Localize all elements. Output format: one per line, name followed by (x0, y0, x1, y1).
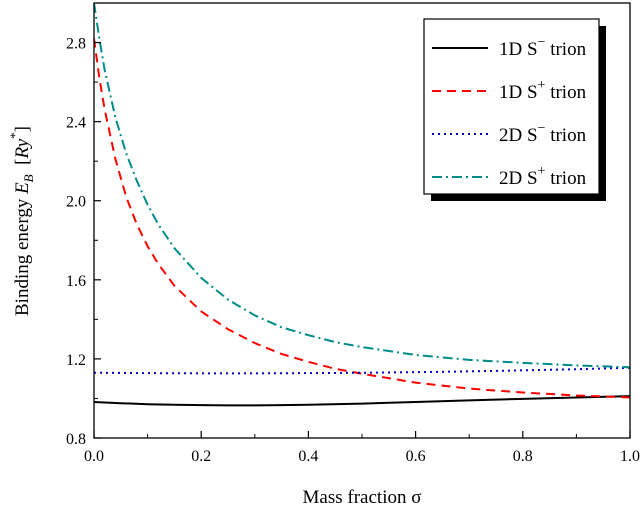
y-tick-label: 2.8 (66, 36, 86, 53)
series-layer (94, 3, 630, 407)
y-tick-label: 2.4 (66, 115, 86, 132)
series-line-4 (94, 3, 630, 369)
x-axis-label: Mass fraction σ (303, 487, 422, 508)
y-axis-label-unit-close: ] (12, 126, 33, 132)
y-tick-label: 1.2 (66, 352, 86, 369)
y-tick-label: 1.6 (66, 273, 86, 290)
x-tick-label: 0.8 (513, 448, 533, 465)
y-axis-label-symbol: E (12, 182, 33, 195)
legend-label-2: 1D S+ trion (499, 78, 587, 103)
y-axis-label-unit: Ry (12, 138, 33, 159)
y-axis-label: Binding energy EB [Ry*] (7, 126, 36, 316)
x-tick-label: 0.0 (84, 448, 104, 465)
y-axis-label-unit-sup: * (7, 132, 22, 139)
legend-label-3: 2D S− trion (499, 121, 587, 146)
y-tick-label: 0.8 (66, 431, 86, 448)
legend-label-4: 2D S+ trion (499, 164, 587, 189)
y-axis-label-unit-open: [ (12, 159, 33, 175)
legend-entries: 1D S− trion 1D S+ trion 2D S− trion 2D S+ t… (432, 35, 587, 189)
y-tick-label: 2.0 (66, 194, 86, 211)
legend: 1D S− trion 1D S+ trion 2D S− trion 2D S+ t… (423, 18, 606, 201)
series-line-2 (94, 38, 630, 399)
y-axis-label-prefix: Binding energy (12, 194, 33, 316)
y-axis-label-subscript: B (21, 174, 36, 182)
x-tick-label: 0.4 (298, 448, 318, 465)
tick-layer: 0.0 0.2 0.4 0.6 0.8 1.0 0.8 1.2 1.6 2.0 2.4 2.8 (66, 36, 640, 465)
x-tick-label: 0.6 (406, 448, 426, 465)
x-tick-label: 0.2 (191, 448, 211, 465)
x-tick-label: 1.0 (620, 448, 640, 465)
legend-label-1: 1D S− trion (499, 35, 587, 60)
series-line-1 (94, 395, 630, 407)
